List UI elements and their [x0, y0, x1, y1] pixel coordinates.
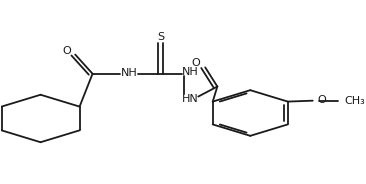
Text: O: O	[317, 95, 326, 105]
Text: HN: HN	[182, 94, 199, 104]
Text: NH: NH	[182, 67, 199, 77]
Text: S: S	[157, 32, 164, 42]
Text: O: O	[191, 58, 200, 68]
Text: O: O	[62, 46, 71, 56]
Text: CH₃: CH₃	[344, 96, 365, 106]
Text: NH: NH	[120, 68, 137, 78]
